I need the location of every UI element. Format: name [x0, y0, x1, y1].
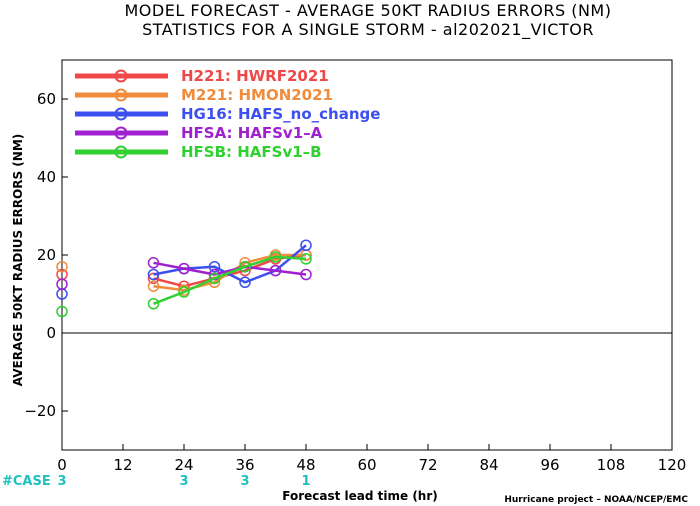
- chart-title-line-2: STATISTICS FOR A SINGLE STORM - al202021…: [142, 20, 594, 40]
- case-count: 3: [57, 474, 66, 489]
- x-tick-label: 72: [418, 456, 437, 474]
- legend-label: M221: HMON2021: [181, 86, 333, 104]
- x-axis-label: Forecast lead time (hr): [282, 489, 438, 503]
- x-tick-label: 60: [357, 456, 376, 474]
- chart-title-line-1: MODEL FORECAST - AVERAGE 50KT RADIUS ERR…: [125, 1, 612, 20]
- data-point: [269, 251, 282, 263]
- data-point: [269, 264, 282, 277]
- x-tick-label: 0: [57, 456, 67, 474]
- data-point: [147, 257, 160, 269]
- x-tick-label: 108: [597, 456, 626, 474]
- data-point: [300, 239, 312, 251]
- data-point: [56, 305, 68, 318]
- x-tick-label: 120: [658, 456, 687, 474]
- case-count: 1: [301, 474, 310, 489]
- data-point: [239, 260, 251, 273]
- x-tick-label: 96: [540, 456, 559, 474]
- y-tick-label: 60: [37, 90, 56, 108]
- data-point: [147, 280, 160, 292]
- data-point: [300, 268, 312, 281]
- legend-swatch-marker: [114, 126, 128, 140]
- legend-entry-3: HFSA: HAFSv1–A: [75, 124, 323, 142]
- y-axis-label: AVERAGE 50KT RADIUS ERRORS (NM): [11, 134, 25, 386]
- legend-label: HFSB: HAFSv1–B: [181, 143, 322, 161]
- legend-entry-1: M221: HMON2021: [75, 86, 333, 104]
- case-label: #CASE: [2, 474, 51, 489]
- legend-swatch-marker: [114, 107, 128, 121]
- x-tick-label: 12: [113, 456, 132, 474]
- series-line: [153, 244, 307, 284]
- legend-label: HG16: HAFS_no_change: [181, 105, 380, 123]
- y-tick-label: 0: [46, 324, 56, 342]
- data-point: [300, 253, 312, 265]
- legend-swatch-marker: [114, 69, 128, 83]
- x-tick-label: 36: [235, 456, 254, 474]
- case-count: 3: [179, 474, 188, 489]
- y-tick-label: 20: [37, 246, 56, 264]
- x-tick-label: 24: [174, 456, 193, 474]
- legend-swatch-marker: [114, 145, 128, 159]
- data-point: [147, 298, 160, 310]
- y-tick-label: −20: [24, 402, 56, 420]
- legend-entry-4: HFSB: HAFSv1–B: [75, 143, 322, 161]
- x-tick-label: 48: [296, 456, 315, 474]
- data-point: [178, 286, 190, 298]
- legend-label: H221: HWRF2021: [181, 67, 329, 85]
- data-point: [56, 260, 68, 273]
- legend-entry-2: HG16: HAFS_no_change: [75, 105, 380, 123]
- legend-entry-0: H221: HWRF2021: [75, 67, 329, 85]
- data-point: [208, 272, 221, 285]
- data-point: [208, 260, 221, 273]
- legend-label: HFSA: HAFSv1–A: [181, 124, 323, 142]
- y-tick-label: 40: [37, 168, 56, 186]
- x-tick-label: 84: [479, 456, 498, 474]
- data-point: [239, 276, 251, 289]
- data-point: [178, 262, 190, 275]
- data-point: [56, 278, 68, 290]
- legend-swatch-marker: [114, 88, 128, 102]
- case-count: 3: [240, 474, 249, 489]
- series-4: [56, 251, 312, 318]
- data-point: [147, 268, 160, 281]
- credit-text: Hurricane project – NOAA/NCEP/EMC: [504, 495, 688, 505]
